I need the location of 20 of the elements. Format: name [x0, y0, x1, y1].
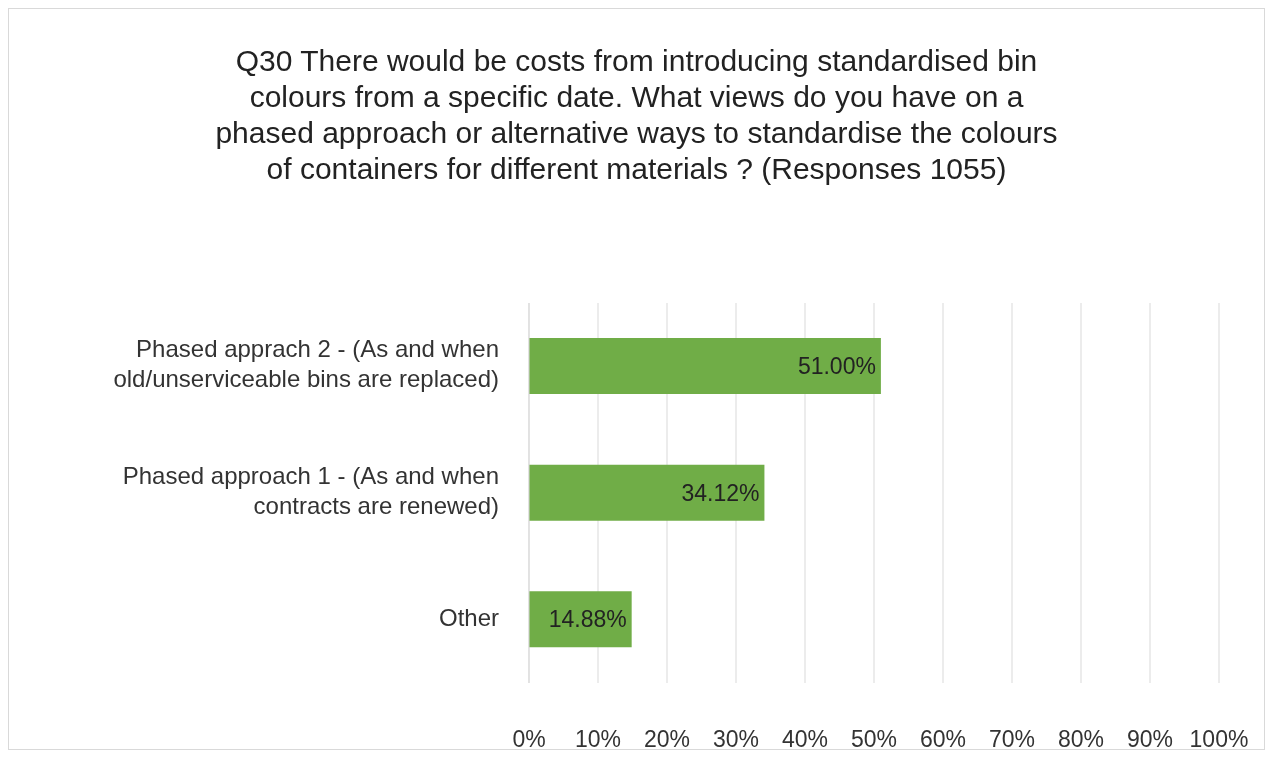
- x-tick-label: 100%: [1189, 726, 1249, 753]
- x-tick-label: 90%: [1126, 726, 1174, 753]
- x-tick-label: 70%: [988, 726, 1036, 753]
- y-tick-label: Phased approach 1 - (As and when contracts are renewed): [122, 462, 499, 520]
- x-tick-label: 30%: [712, 726, 760, 753]
- data-label: 34.12%: [681, 479, 760, 506]
- x-tick-label: 40%: [781, 726, 829, 753]
- bar: [529, 464, 765, 521]
- x-tick-label: 20%: [643, 726, 691, 753]
- x-tick-label: 80%: [1057, 726, 1105, 753]
- x-tick-label: 0%: [512, 726, 546, 753]
- x-tick-label: 60%: [919, 726, 967, 753]
- chart-title: Q30 There would be costs from introducing standardised bin colours from a specific date. What views do you have on a phased approach or alternative ways to standardise the colours of containers for different materials ? (Responses 1055): [214, 43, 1059, 187]
- data-label: 51.00%: [797, 353, 876, 380]
- x-tick-label: 10%: [574, 726, 622, 753]
- x-tick-label: 50%: [850, 726, 898, 753]
- data-label: 14.88%: [548, 606, 627, 633]
- bar: [529, 338, 881, 394]
- y-tick-label: Other: [438, 604, 499, 632]
- y-tick-label: Phased apprach 2 - (As and when old/unserviceable bins are replaced): [113, 335, 499, 393]
